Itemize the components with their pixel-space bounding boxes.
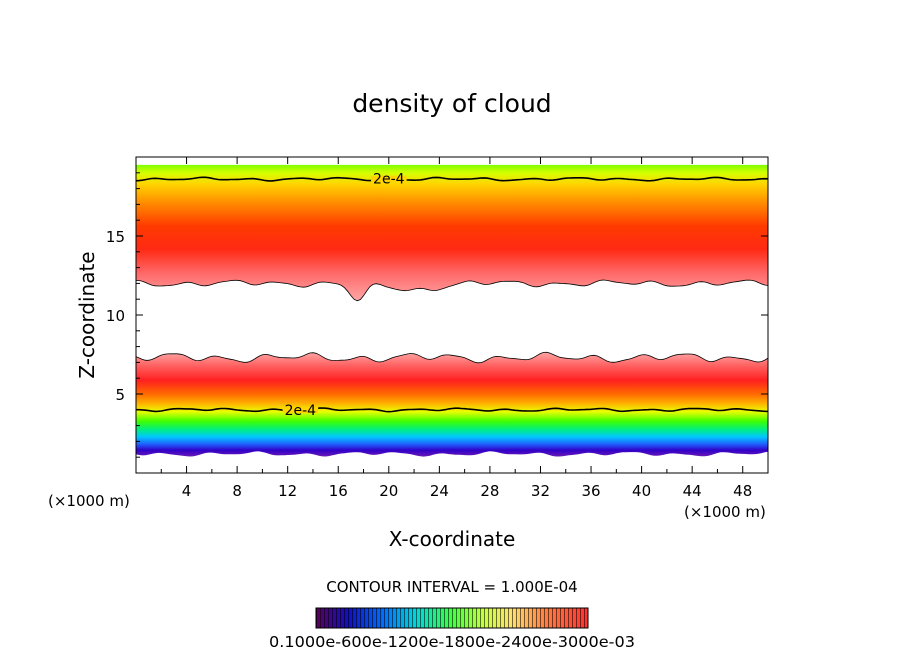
x-axis-unit: (×1000 m)	[684, 503, 766, 521]
contour-label-gap	[371, 175, 407, 182]
x-tick-label: 28	[480, 482, 499, 500]
contour-interval-label: CONTOUR INTERVAL = 1.000E-04	[326, 578, 577, 596]
x-tick-label: 20	[379, 482, 398, 500]
plot-area: 2e-4 2e-4	[136, 164, 768, 457]
lower-cloud-layer	[136, 352, 768, 457]
contour-label: 2e-4	[285, 403, 317, 419]
colorbar-tick-labels: 0.1000e-600e-1200e-1800e-2400e-3000e-03	[269, 633, 635, 651]
lower-layer-edge-contour	[136, 351, 768, 364]
x-tick-label: 36	[581, 482, 600, 500]
y-tick-label: 5	[115, 386, 125, 404]
colorbar	[315, 607, 589, 629]
x-tick-label: 48	[733, 482, 752, 500]
contour-line-2e-4	[136, 407, 768, 413]
contour-line-2e-4	[136, 176, 768, 182]
x-tick-label: 4	[182, 482, 192, 500]
x-tick-label: 40	[632, 482, 651, 500]
contour-label: 2e-4	[373, 172, 405, 188]
contour-label-gap	[282, 407, 319, 414]
x-tick-label: 32	[531, 482, 550, 500]
upper-cloud-layer	[136, 164, 768, 301]
y-axis-label: Z-coordinate	[75, 251, 99, 378]
x-tick-label: 12	[278, 482, 297, 500]
x-tick-label: 16	[329, 482, 348, 500]
x-tick-label: 44	[683, 482, 702, 500]
y-axis-unit: (×1000 m)	[48, 492, 130, 510]
x-axis-label: X-coordinate	[389, 527, 516, 551]
y-tick-label: 10	[106, 307, 125, 325]
y-tick-label: 15	[106, 228, 125, 246]
upper-layer-edge-contour	[136, 279, 768, 302]
x-tick-label: 24	[430, 482, 449, 500]
chart-title: density of cloud	[352, 89, 551, 118]
x-tick-label: 8	[232, 482, 242, 500]
